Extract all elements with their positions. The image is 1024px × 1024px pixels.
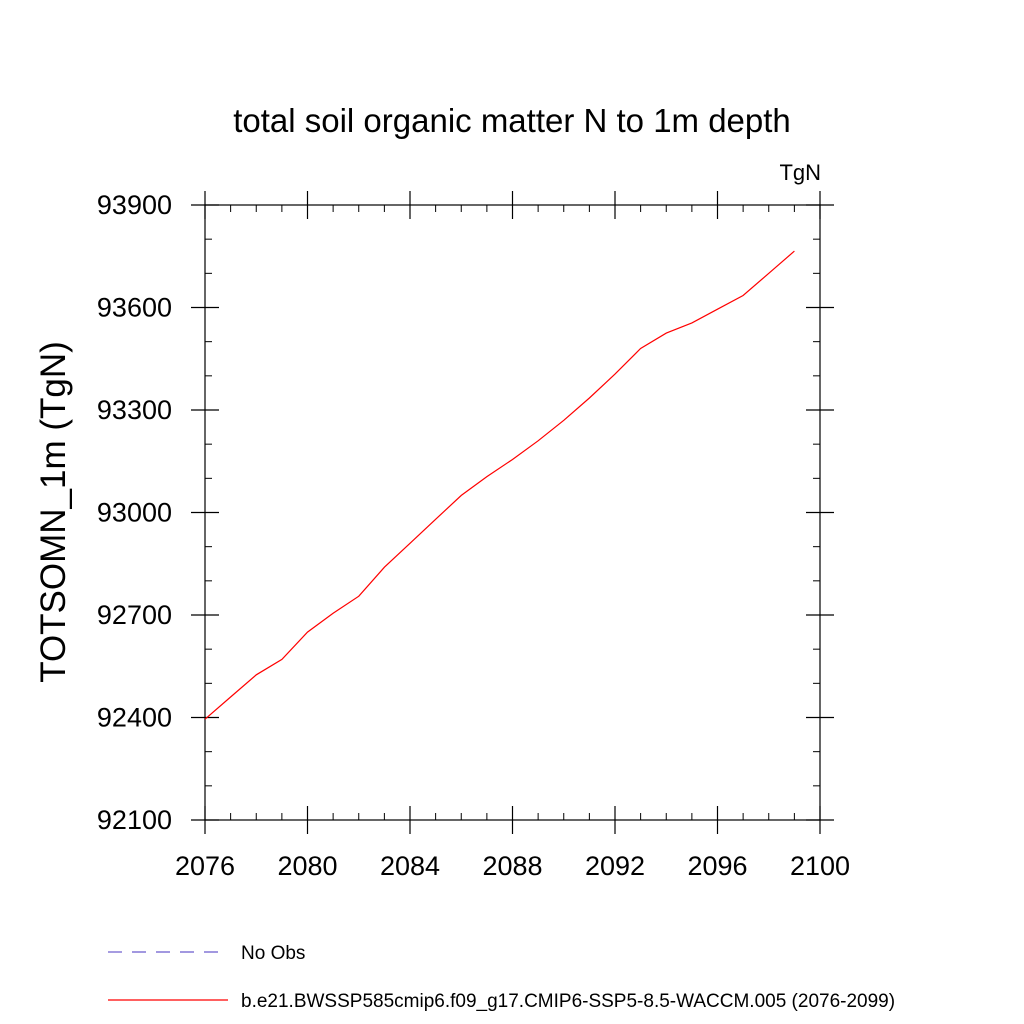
chart-title: total soil organic matter N to 1m depth xyxy=(233,102,791,139)
x-tick-label: 2076 xyxy=(175,851,235,881)
y-tick-label: 92100 xyxy=(97,805,172,835)
y-tick-label: 93300 xyxy=(97,395,172,425)
y-axis-label: TOTSOMN_1m (TgN) xyxy=(34,341,73,683)
legend-label-0: No Obs xyxy=(241,943,305,964)
legend-label-1: b.e21.BWSSP585cmip6.f09_g17.CMIP6-SSP5-8… xyxy=(241,991,895,1012)
axes: 2076 2080 2084 2088 2092 2096 2100 92100 92400 92… xyxy=(97,190,850,881)
x-tick-label: 2088 xyxy=(482,851,542,881)
y-tick-label: 93900 xyxy=(97,190,172,220)
x-tick-label: 2100 xyxy=(790,851,850,881)
x-tick-label: 2084 xyxy=(380,851,440,881)
units-label: TgN xyxy=(779,160,821,185)
y-tick-label: 93600 xyxy=(97,293,172,323)
y-tick-label: 93000 xyxy=(97,498,172,528)
plot-frame xyxy=(204,204,821,821)
y-tick-label: 92400 xyxy=(97,703,172,733)
series-line-1 xyxy=(204,250,795,720)
x-tick-label: 2080 xyxy=(277,851,337,881)
series-layer xyxy=(204,250,795,720)
x-tick-label: 2096 xyxy=(687,851,747,881)
legend: No Obs b.e21.BWSSP585cmip6.f09_g17.CMIP6-… xyxy=(108,943,895,1012)
x-tick-label: 2092 xyxy=(585,851,645,881)
y-tick-label: 92700 xyxy=(97,600,172,630)
